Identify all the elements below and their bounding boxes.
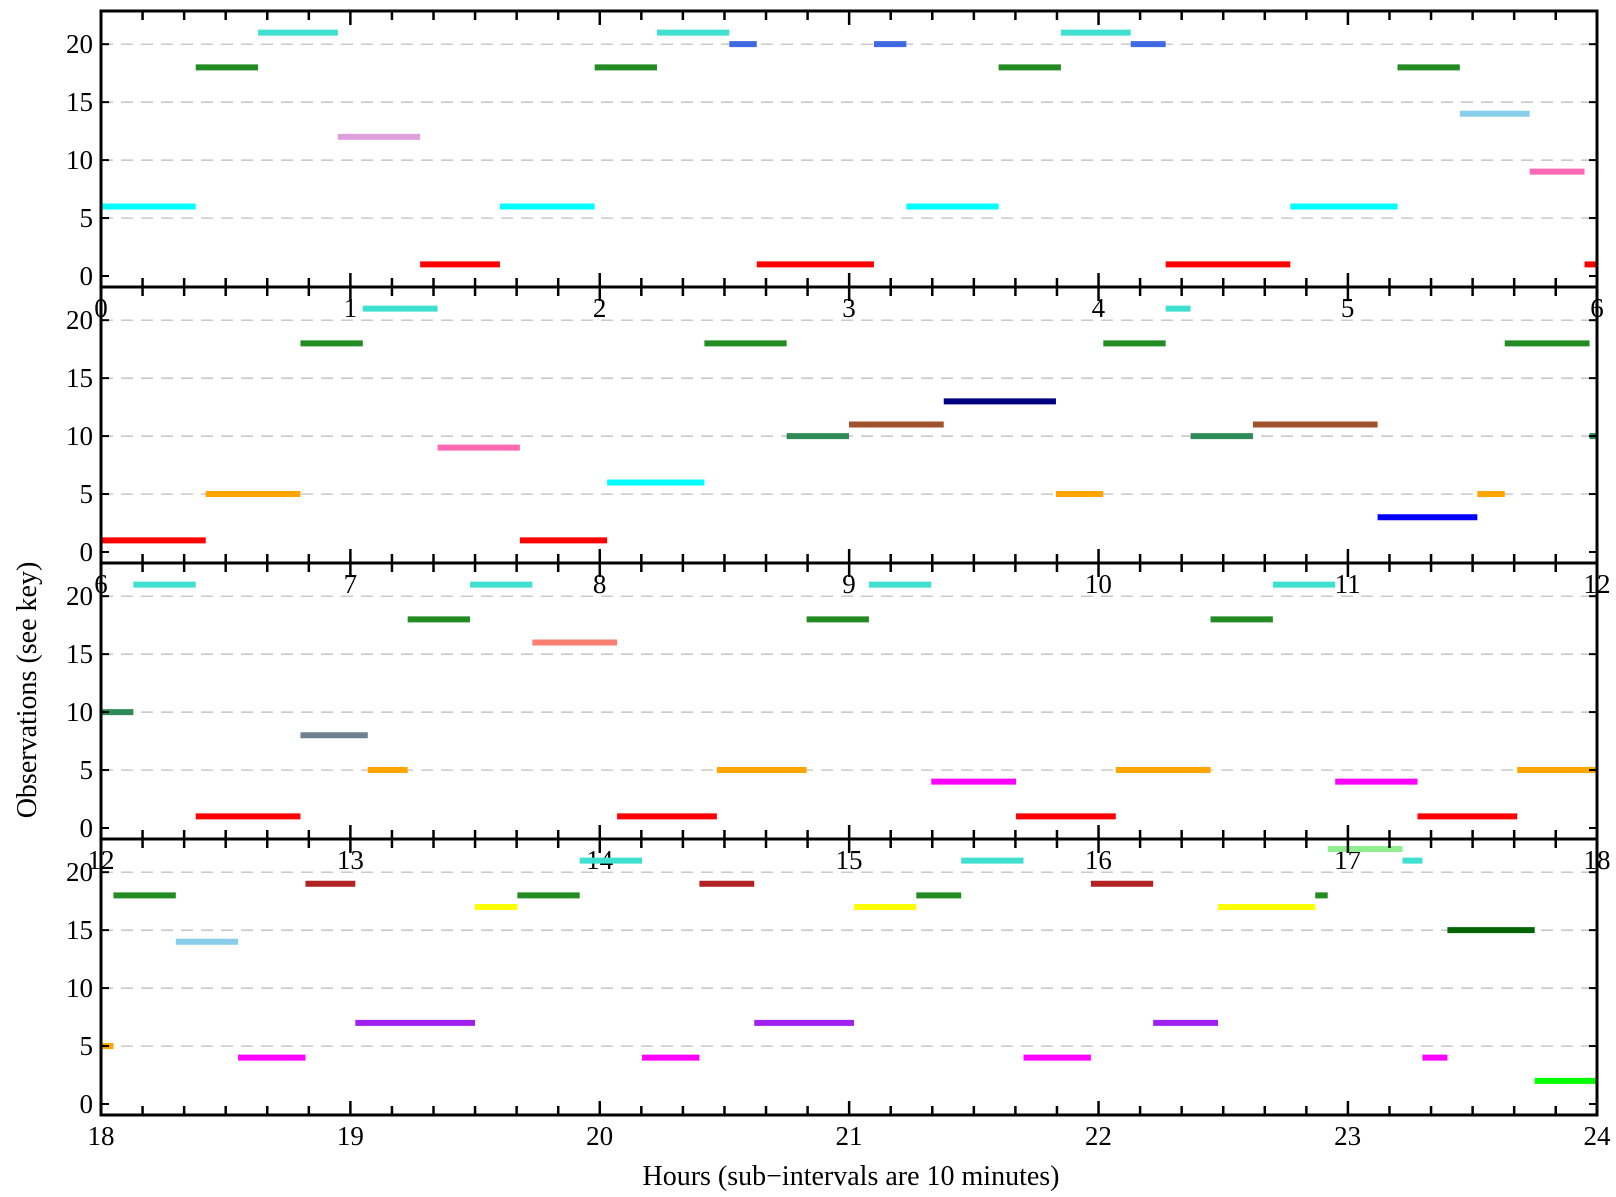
y-tick-label: 0 — [80, 813, 94, 843]
y-tick-label: 15 — [66, 363, 93, 393]
panel-frame — [99, 837, 1599, 1117]
x-tick-label: 19 — [337, 1121, 364, 1151]
y-tick-label: 20 — [66, 857, 93, 887]
panel-12-18: 0510152012131415161718 — [66, 561, 1611, 875]
y-tick-label: 15 — [66, 915, 93, 945]
x-tick-label: 7 — [344, 569, 358, 599]
panel-frame — [99, 561, 1599, 841]
y-tick-label: 15 — [66, 639, 93, 669]
x-tick-label: 23 — [1334, 1121, 1361, 1151]
y-tick-label: 5 — [80, 479, 94, 509]
x-tick-label: 5 — [1341, 293, 1355, 323]
y-tick-label: 10 — [66, 421, 93, 451]
panel-frame — [99, 9, 1599, 289]
y-tick-label: 5 — [80, 755, 94, 785]
x-tick-label: 22 — [1085, 1121, 1112, 1151]
y-tick-label: 20 — [66, 581, 93, 611]
y-tick-label: 10 — [66, 697, 93, 727]
y-tick-label: 5 — [80, 203, 94, 233]
x-axis-label: Hours (sub−intervals are 10 minutes) — [642, 1161, 1059, 1192]
x-tick-label: 9 — [842, 569, 856, 599]
x-tick-label: 18 — [88, 1121, 115, 1151]
x-tick-label: 24 — [1584, 1121, 1612, 1151]
x-tick-label: 21 — [836, 1121, 863, 1151]
y-tick-label: 0 — [80, 537, 94, 567]
y-tick-label: 0 — [80, 1089, 94, 1119]
y-tick-label: 5 — [80, 1031, 94, 1061]
x-tick-label: 2 — [593, 293, 607, 323]
x-tick-label: 8 — [593, 569, 607, 599]
y-tick-label: 20 — [66, 305, 93, 335]
y-tick-label: 0 — [80, 261, 94, 291]
x-tick-label: 20 — [586, 1121, 613, 1151]
y-axis-label: Observations (see key) — [12, 562, 43, 819]
y-tick-label: 10 — [66, 973, 93, 1003]
x-tick-label: 1 — [344, 293, 358, 323]
panel-18-24: 0 5 10 15 20 18 19 20 21 22 23 24 — [66, 837, 1612, 1151]
x-tick-label: 4 — [1092, 293, 1106, 323]
y-tick-label: 10 — [66, 145, 93, 175]
y-tick-label: 20 — [66, 29, 93, 59]
y-tick-label: 15 — [66, 87, 93, 117]
x-tick-label: 3 — [842, 293, 856, 323]
